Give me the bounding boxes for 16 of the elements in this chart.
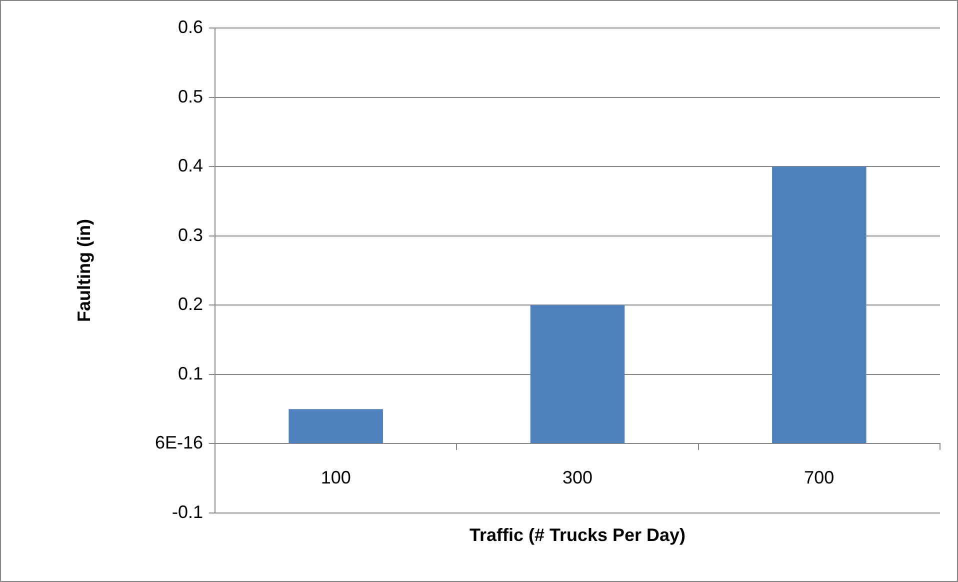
y-tick-label: 0.4	[178, 156, 203, 176]
y-tick-label: 0.3	[178, 224, 203, 245]
bar	[530, 305, 625, 444]
y-axis-title: Faulting (in)	[74, 219, 94, 322]
y-tick-label: 0.5	[178, 86, 203, 106]
bar	[288, 409, 383, 444]
x-axis-title: Traffic (# Trucks Per Day)	[469, 524, 686, 545]
x-tick-label: 300	[562, 467, 593, 488]
x-tick-label: 700	[804, 467, 834, 488]
y-tick-label: 0.1	[178, 363, 203, 384]
y-tick-label: 6E-16	[154, 432, 203, 453]
x-tick-label: 100	[320, 467, 351, 488]
y-tick-label: -0.1	[172, 502, 203, 522]
y-tick-label: 0.2	[178, 294, 203, 314]
y-tick-label: 0.6	[178, 16, 203, 37]
bar	[772, 166, 866, 444]
